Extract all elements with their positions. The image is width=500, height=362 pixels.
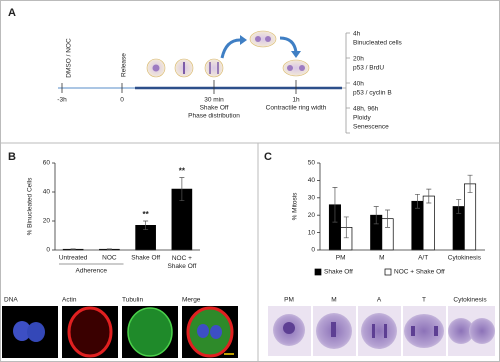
image-label: A [377, 297, 382, 304]
error-bar [426, 188, 432, 204]
x-tick-label: NOC + Shake Off [167, 255, 196, 270]
bracket [342, 32, 350, 134]
panel-label: C [264, 151, 272, 163]
error-bar [143, 220, 149, 231]
error-bar [332, 187, 338, 223]
readout-time: 40h [353, 81, 364, 88]
error-bar [373, 206, 379, 225]
image-label: Cytokinesis [453, 297, 487, 304]
readout-assay: Binucleated cells [353, 40, 403, 47]
error-bar [467, 174, 473, 193]
y-tick-label: 0 [46, 247, 50, 254]
release-label: Release [121, 53, 128, 77]
y-axis-label: % Mitosis [292, 192, 299, 221]
image-label: M [331, 297, 336, 304]
image-label: PM [284, 297, 294, 304]
y-tick-label: 30 [308, 195, 316, 202]
image-label: T [422, 297, 426, 304]
micrographs [2, 306, 238, 358]
significance: ** [179, 167, 186, 176]
panel-label: A [8, 7, 16, 19]
y-tick-label: 60 [43, 160, 51, 167]
y-tick-label: 50 [308, 160, 316, 167]
readout-time: 20h [353, 56, 364, 63]
arrow [291, 51, 301, 58]
readout-assay: Ploidy [353, 115, 371, 122]
legend-swatch [314, 268, 322, 276]
significance: ** [143, 210, 150, 219]
legend-label: Shake Off [324, 269, 353, 276]
panel-label: B [8, 151, 16, 163]
x-tick-label: Untreated [59, 255, 88, 262]
group-label: Adherence [76, 268, 108, 275]
y-tick-label: 0 [311, 247, 315, 254]
y-tick-label: 40 [308, 177, 316, 184]
y-axis-label: % Binucleated Cells [27, 177, 34, 236]
readout-time: 48h, 96h [353, 106, 379, 113]
treatment-label: DMSO / NOC [66, 38, 73, 78]
bar [422, 195, 435, 251]
arrow [279, 36, 298, 53]
x-tick-label: A/T [418, 255, 428, 262]
event-label: Contractile ring width [266, 105, 327, 112]
event-label: 30 min [204, 97, 224, 104]
x-tick-label: Shake Off [131, 255, 160, 262]
readout-assay: p53 / cyclin B [353, 90, 392, 97]
y-tick-label: 20 [308, 212, 316, 219]
x-tick-label: Cytokinesis [448, 255, 482, 262]
error-bar [385, 209, 391, 228]
cell-stages [146, 30, 310, 78]
time-label: -3h [57, 97, 67, 104]
bar [464, 183, 477, 251]
legend-swatch [384, 268, 392, 276]
image-label: Actin [62, 297, 77, 304]
error-bar [456, 199, 462, 214]
x-tick-label: NOC [102, 255, 117, 262]
x-tick-label: PM [336, 255, 346, 262]
event-label: Phase distribution [188, 113, 240, 120]
readout-time: 4h [353, 31, 361, 38]
micrographs [268, 306, 495, 356]
event-label: Shake Off [200, 105, 229, 112]
error-bar [179, 177, 185, 202]
legend-label: NOC + Shake Off [394, 269, 445, 276]
image-label: DNA [4, 297, 18, 304]
readout-assay: Senescence [353, 124, 389, 131]
y-tick-label: 20 [43, 218, 51, 225]
error-bar [343, 216, 349, 239]
y-tick-label: 10 [308, 229, 316, 236]
event-label: 1h [292, 97, 300, 104]
error-bar [414, 193, 420, 209]
readout-assay: p53 / BrdU [353, 65, 384, 72]
x-tick-label: M [379, 255, 384, 262]
image-label: Merge [182, 297, 201, 304]
arrow [220, 38, 241, 59]
y-tick-label: 40 [43, 189, 51, 196]
arrow [240, 35, 247, 45]
image-label: Tubulin [122, 297, 143, 304]
time-label: 0 [120, 97, 124, 104]
